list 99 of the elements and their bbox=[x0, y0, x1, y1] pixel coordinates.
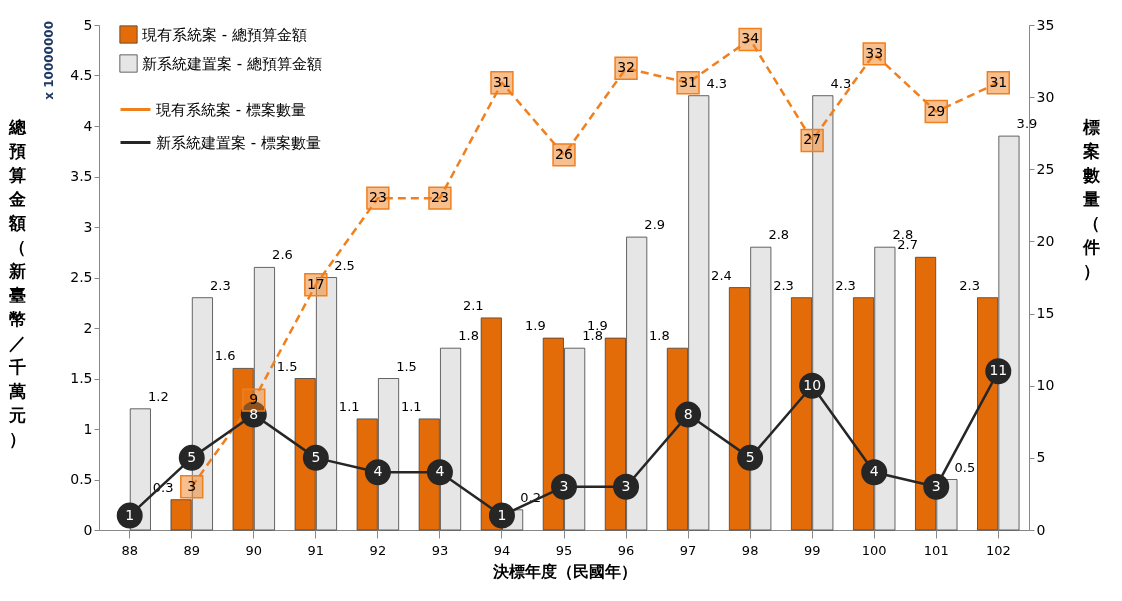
y2-tick-label: 25 bbox=[1036, 160, 1055, 177]
data-label: 4 bbox=[869, 463, 879, 480]
y2-axis-title: 標案數量（件） bbox=[1082, 117, 1101, 281]
point bbox=[923, 473, 950, 500]
point bbox=[178, 444, 205, 471]
data-label: 23 bbox=[368, 189, 387, 206]
data-label: 1.8 bbox=[649, 328, 670, 344]
y-tick-label: 1.5 bbox=[70, 370, 93, 386]
legend-label: 現有系統案 - 標案數量 bbox=[156, 100, 306, 119]
y2-tick-label: 10 bbox=[1036, 377, 1055, 394]
data-label: 1.5 bbox=[396, 358, 417, 374]
y-tick-label: 4.5 bbox=[70, 67, 93, 83]
point bbox=[302, 444, 329, 471]
data-label: 23 bbox=[431, 189, 449, 206]
point bbox=[737, 444, 764, 471]
data-label: 10 bbox=[803, 376, 822, 393]
y-tick-label: 3 bbox=[83, 218, 93, 235]
data-label: 3 bbox=[621, 477, 631, 494]
data-label: 8 bbox=[683, 405, 693, 422]
data-label: 1.6 bbox=[214, 348, 236, 364]
data-label: 2.6 bbox=[272, 247, 293, 263]
x-tick-label: 89 bbox=[183, 542, 201, 558]
x-tick-label: 92 bbox=[369, 542, 387, 558]
data-label: 26 bbox=[555, 145, 573, 162]
data-label: 1.9 bbox=[525, 318, 546, 334]
data-label: 4 bbox=[373, 463, 383, 480]
y2-tick-label: 5 bbox=[1036, 449, 1046, 466]
y-tick-label: 5 bbox=[83, 16, 93, 33]
data-label: 2.1 bbox=[462, 297, 484, 313]
data-label: 2.8 bbox=[768, 227, 790, 243]
legend-label: 新系統建置案 - 標案數量 bbox=[156, 133, 321, 152]
data-label: 2.3 bbox=[959, 277, 980, 293]
data-label: 11 bbox=[989, 362, 1008, 379]
point bbox=[488, 502, 515, 529]
data-label: 2.3 bbox=[210, 277, 231, 293]
data-label: 2.3 bbox=[835, 277, 856, 293]
x-tick-label: 98 bbox=[741, 542, 759, 558]
x-tick-label: 100 bbox=[861, 542, 887, 558]
x-tick-label: 90 bbox=[245, 542, 263, 558]
data-label: 1.5 bbox=[276, 358, 298, 374]
point bbox=[116, 502, 143, 529]
y-tick-label: 0 bbox=[83, 521, 93, 538]
y2-tick-label: 35 bbox=[1036, 16, 1055, 33]
data-label: 4.3 bbox=[706, 75, 728, 91]
data-label: 1.2 bbox=[148, 388, 169, 404]
x-tick-label: 93 bbox=[431, 542, 449, 558]
y2-tick-label: 30 bbox=[1036, 88, 1055, 105]
x-tick-label: 97 bbox=[679, 542, 697, 558]
data-label: 1.1 bbox=[338, 398, 360, 414]
data-label: 2.3 bbox=[773, 277, 794, 293]
y-tick-label: 0.5 bbox=[70, 471, 93, 487]
data-label: 4.3 bbox=[830, 75, 852, 91]
data-label: 33 bbox=[865, 44, 884, 61]
data-label: 34 bbox=[741, 30, 760, 47]
y-tick-label: 4 bbox=[83, 117, 93, 134]
data-label: 5 bbox=[311, 448, 321, 465]
data-label: 27 bbox=[803, 131, 822, 148]
text: x 10000000 bbox=[42, 21, 56, 100]
data-label: 4 bbox=[435, 463, 445, 480]
text: 總預算金額（新臺幣／千萬元） bbox=[9, 117, 26, 449]
y2-tick-label: 15 bbox=[1036, 305, 1055, 322]
legend-label: 新系統建置案 - 總預算金額 bbox=[142, 54, 322, 73]
x-tick-label: 101 bbox=[923, 542, 949, 558]
y-tick-label: 2 bbox=[83, 319, 93, 336]
data-label: 31 bbox=[679, 73, 697, 90]
data-label: 2.9 bbox=[644, 217, 666, 233]
data-label: 31 bbox=[493, 73, 511, 90]
y2-tick-label: 20 bbox=[1036, 232, 1055, 249]
legend-label: 現有系統案 - 總預算金額 bbox=[142, 25, 307, 44]
data-label: 0.5 bbox=[954, 459, 976, 475]
data-label: 3 bbox=[187, 477, 197, 494]
data-label: 3.9 bbox=[1016, 116, 1038, 132]
data-label: 29 bbox=[927, 102, 946, 119]
x-axis-title: 決標年度（民國年） bbox=[491, 561, 637, 581]
data-label: 32 bbox=[617, 59, 635, 76]
x-tick-label: 96 bbox=[617, 542, 635, 558]
x-tick-label: 94 bbox=[493, 542, 511, 558]
data-label: 3 bbox=[559, 477, 569, 494]
x-tick-label: 88 bbox=[121, 542, 138, 558]
data-label: 2.4 bbox=[711, 267, 732, 283]
data-label: 1 bbox=[125, 506, 135, 523]
y2-tick-label: 0 bbox=[1036, 521, 1046, 538]
x-tick-label: 95 bbox=[555, 542, 573, 558]
y-tick-label: 1 bbox=[83, 420, 93, 437]
data-label: 1.1 bbox=[400, 398, 422, 414]
data-label: 1 bbox=[497, 506, 507, 523]
data-label: 3 bbox=[931, 477, 941, 494]
x-tick-label: 99 bbox=[803, 542, 821, 558]
data-label: 17 bbox=[306, 275, 325, 292]
data-label: 31 bbox=[989, 73, 1008, 90]
data-label: 2.5 bbox=[334, 257, 355, 273]
y-tick-label: 3.5 bbox=[70, 168, 93, 184]
data-label: 1.8 bbox=[458, 328, 479, 344]
data-label: 5 bbox=[187, 448, 197, 465]
data-label: 9 bbox=[249, 391, 259, 408]
x-tick-label: 91 bbox=[307, 542, 325, 558]
x-tick-label: 102 bbox=[985, 542, 1011, 558]
data-label: 5 bbox=[745, 448, 755, 465]
y-tick-label: 2.5 bbox=[70, 269, 93, 285]
